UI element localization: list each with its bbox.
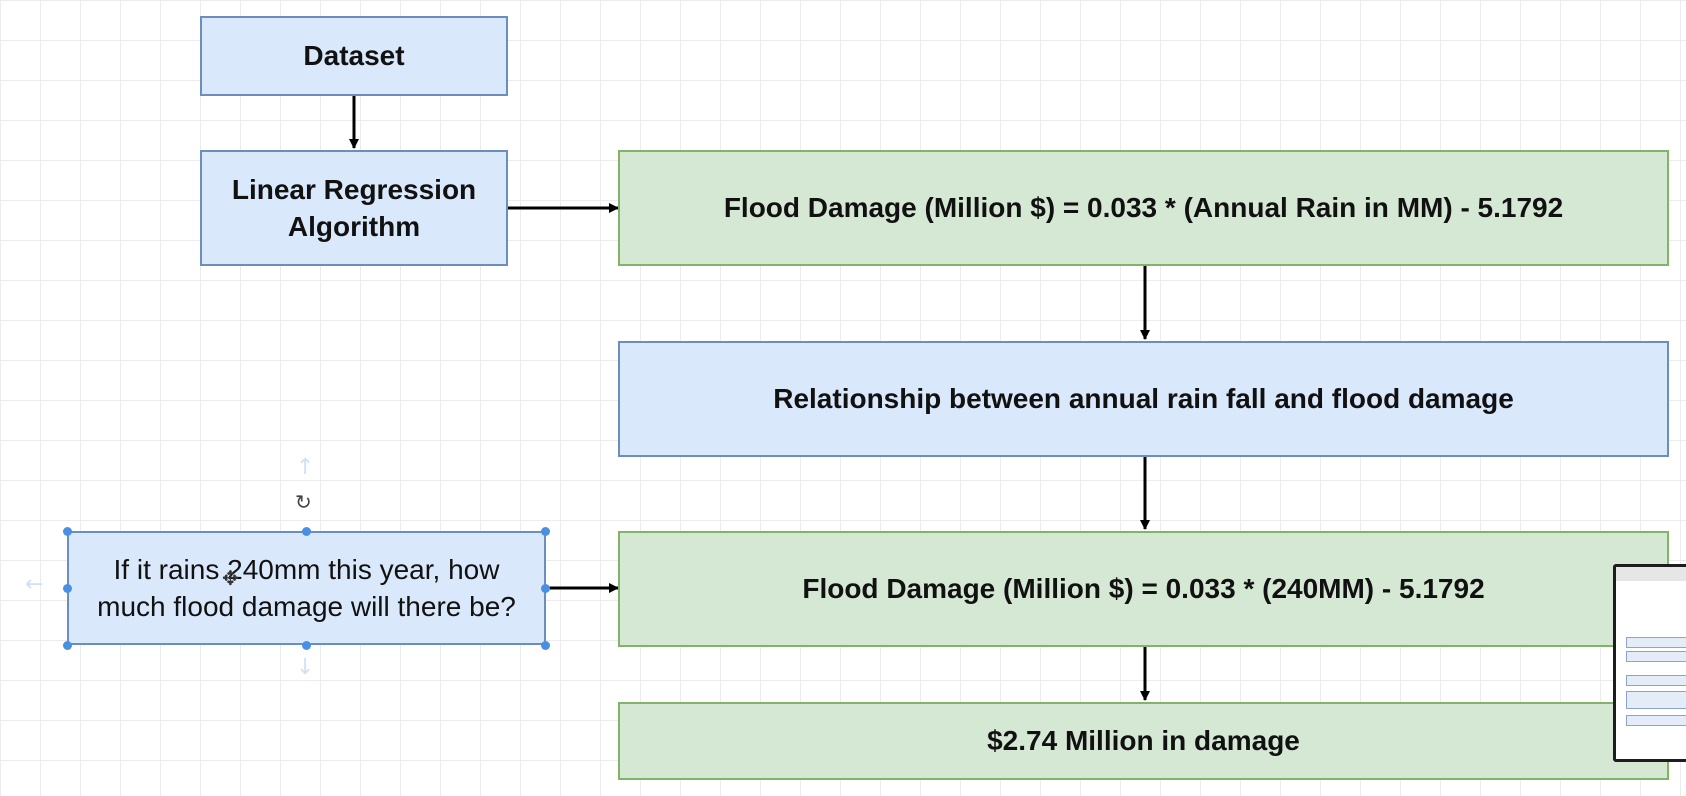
resize-handle-right[interactable]: [541, 584, 550, 593]
resize-handle-bottom-left[interactable]: [63, 641, 72, 650]
connect-arrow-left-icon[interactable]: ←: [25, 572, 44, 597]
thumbnail-row: [1626, 675, 1686, 686]
result-label: $2.74 Million in damage: [987, 725, 1300, 756]
move-cursor-icon: ✥: [222, 566, 239, 590]
resize-handle-bottom-right[interactable]: [541, 641, 550, 650]
algorithm-label: Linear Regression Algorithm: [231, 174, 477, 242]
linear-regression-box[interactable]: Linear Regression Algorithm: [200, 150, 508, 266]
resize-handle-top[interactable]: [302, 527, 311, 536]
resize-handle-top-left[interactable]: [63, 527, 72, 536]
substituted-equation-label: Flood Damage (Million $) = 0.033 * (240M…: [802, 573, 1485, 604]
resize-handle-left[interactable]: [63, 584, 72, 593]
relationship-box[interactable]: Relationship between annual rain fall an…: [618, 341, 1669, 457]
thumbnail-preview: [1613, 564, 1686, 762]
substituted-equation-box[interactable]: Flood Damage (Million $) = 0.033 * (240M…: [618, 531, 1669, 647]
resize-handle-top-right[interactable]: [541, 527, 550, 536]
thumbnail-toolbar: [1616, 567, 1686, 581]
equation-label: Flood Damage (Million $) = 0.033 * (Annu…: [723, 192, 1564, 223]
connect-arrow-up-icon[interactable]: ↑: [296, 455, 315, 480]
question-box[interactable]: If it rains 240mm this year, how much fl…: [67, 531, 546, 645]
thumbnail-row: [1626, 715, 1686, 726]
thumbnail-row: [1626, 651, 1686, 662]
thumbnail-row: [1626, 637, 1686, 648]
relationship-label: Relationship between annual rain fall an…: [773, 383, 1514, 414]
connect-arrow-down-icon[interactable]: ↓: [296, 655, 315, 680]
dataset-label: Dataset: [303, 40, 405, 71]
question-label: If it rains 240mm this year, how much fl…: [97, 554, 516, 622]
dataset-box[interactable]: Dataset: [200, 16, 508, 96]
equation-box[interactable]: Flood Damage (Million $) = 0.033 * (Annu…: [618, 150, 1669, 266]
resize-handle-bottom[interactable]: [302, 641, 311, 650]
result-box[interactable]: $2.74 Million in damage: [618, 702, 1669, 780]
thumbnail-row: [1626, 691, 1686, 709]
rotate-icon[interactable]: ↻: [295, 490, 312, 514]
